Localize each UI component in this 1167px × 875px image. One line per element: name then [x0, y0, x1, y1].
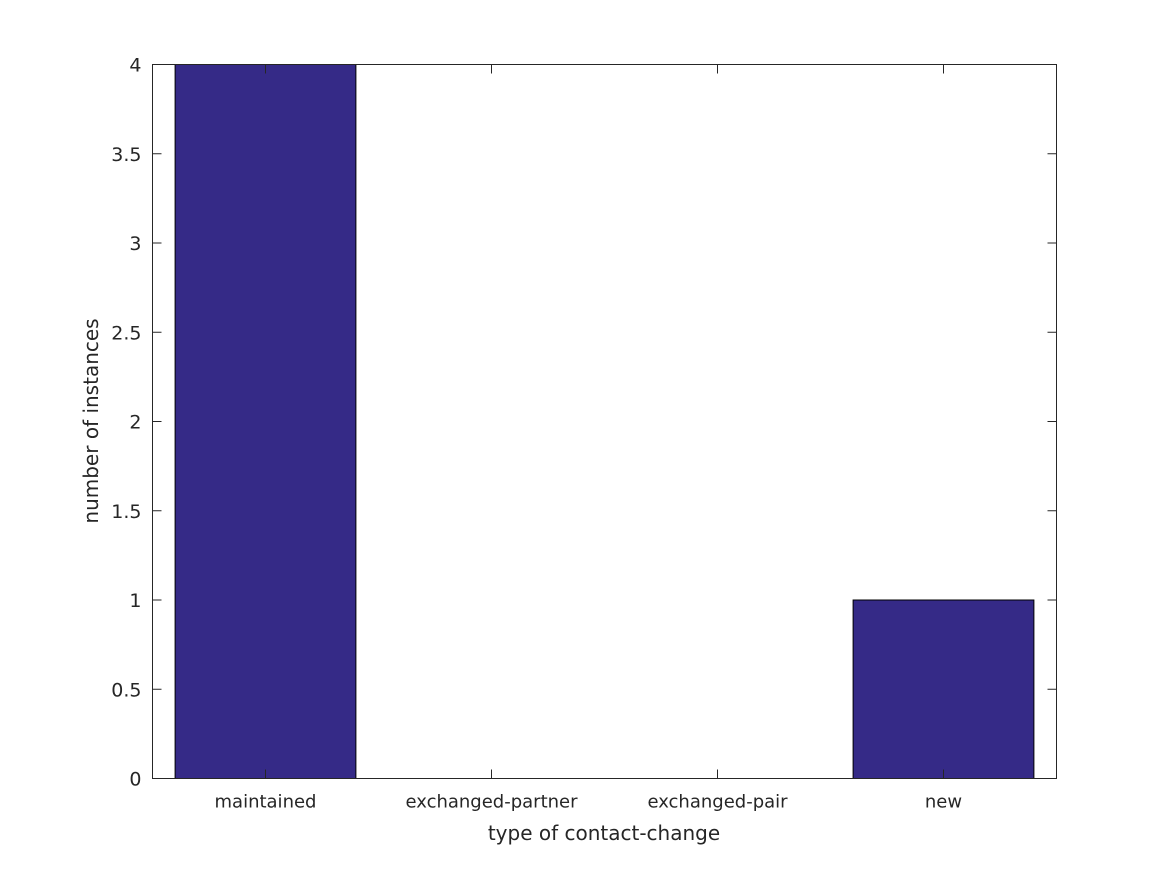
bar-maintained — [174, 64, 357, 779]
y-tick-label: 3 — [129, 233, 141, 255]
y-tick-label: 1.5 — [111, 501, 141, 523]
y-tick-label: 0 — [129, 769, 141, 791]
x-tick-label: new — [925, 792, 962, 813]
y-tick-label: 3.5 — [111, 144, 141, 166]
x-tick-label: exchanged-pair — [647, 792, 788, 813]
bar-new — [852, 599, 1035, 779]
y-tick-label: 2.5 — [111, 322, 141, 344]
y-tick-label: 0.5 — [111, 679, 141, 701]
y-tick-label: 2 — [129, 412, 141, 434]
y-axis-label: number of instances — [79, 318, 103, 523]
x-axis-label: type of contact-change — [488, 821, 720, 845]
y-tick-label: 1 — [129, 590, 141, 612]
x-tick-label: exchanged-partner — [405, 792, 578, 813]
x-tick-label: maintained — [215, 792, 317, 813]
y-tick-label: 4 — [129, 55, 141, 77]
